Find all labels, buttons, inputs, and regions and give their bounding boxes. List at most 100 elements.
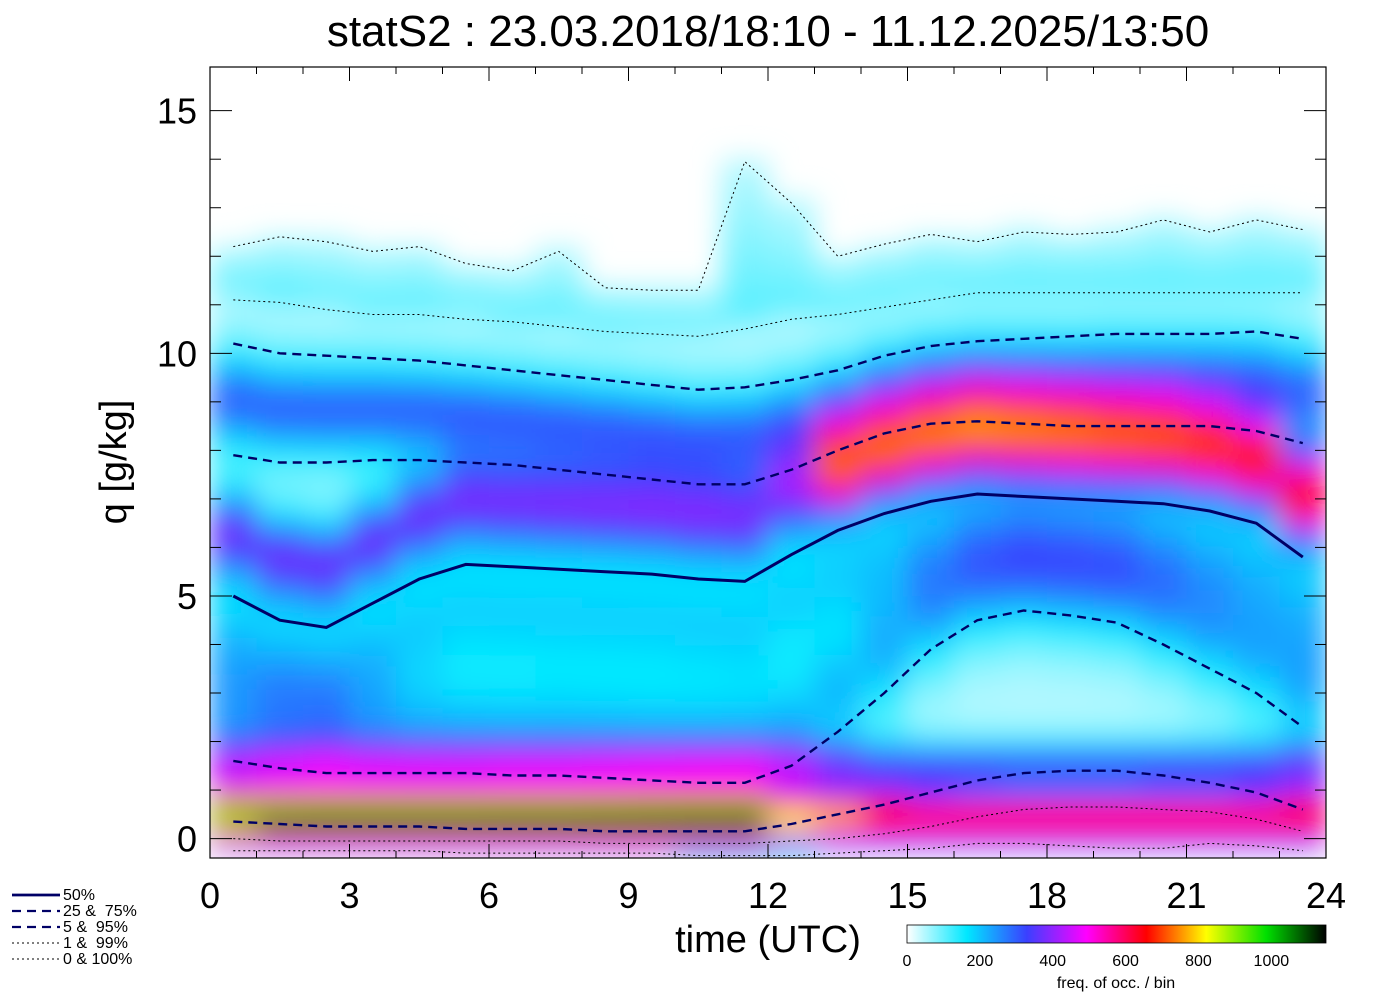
heatmap-cell (861, 440, 909, 452)
heatmap-cell (861, 547, 909, 559)
heatmap-cell (721, 256, 769, 267)
heatmap-cell (814, 596, 862, 607)
heatmap-cell (814, 693, 862, 704)
heatmap-cell (1233, 596, 1281, 607)
heatmap-cell (721, 392, 769, 403)
heatmap-cell (768, 751, 816, 762)
heatmap-cell (954, 314, 1002, 326)
heatmap-cell (675, 314, 723, 326)
heatmap-cell (256, 333, 304, 345)
heatmap-cell (1000, 790, 1048, 801)
heatmap-cell (721, 353, 769, 364)
heatmap-cell (1186, 372, 1234, 384)
heatmap-cell (535, 528, 583, 539)
heatmap-cell (582, 712, 630, 724)
heatmap-cell (1140, 363, 1188, 374)
heatmap-cell (1093, 673, 1141, 685)
heatmap-cell (535, 401, 583, 413)
heatmap-cell (628, 343, 676, 355)
heatmap-cell (1279, 266, 1326, 277)
heatmap-cell (210, 275, 258, 287)
heatmap-cell (349, 401, 397, 413)
heatmap-cell (1140, 469, 1188, 481)
heatmap-cell (349, 333, 397, 345)
heatmap-cell (907, 605, 955, 617)
heatmap-cell (1140, 663, 1188, 675)
heatmap-cell (675, 440, 723, 452)
heatmap-cell (582, 731, 630, 743)
heatmap-cell (814, 741, 862, 753)
series-line-99pct (233, 292, 1303, 337)
legend-entry: 25 & 75% (63, 903, 137, 920)
heatmap-cell (768, 236, 816, 248)
heatmap-cell (303, 498, 351, 510)
heatmap-cell (954, 498, 1002, 510)
heatmap-cell (442, 673, 490, 685)
heatmap-cell (1000, 460, 1048, 471)
heatmap-cell (489, 790, 537, 801)
heatmap-cell (768, 217, 816, 229)
heatmap-cell (954, 799, 1002, 811)
heatmap-cell (442, 479, 490, 491)
heatmap-cell (721, 663, 769, 675)
heatmap-cell (1186, 790, 1234, 801)
heatmap-cell (210, 693, 258, 704)
heatmap-cell (1093, 256, 1141, 267)
heatmap-cell (442, 431, 490, 442)
x-tick-label: 12 (748, 875, 788, 916)
heatmap-cell (442, 333, 490, 345)
heatmap-cell (861, 411, 909, 423)
heatmap-cell (489, 693, 537, 704)
heatmap-cell (535, 537, 583, 549)
heatmap-cell (1047, 654, 1095, 665)
heatmap-cell (489, 596, 537, 607)
heatmap-cell (349, 363, 397, 374)
heatmap-cell (1233, 324, 1281, 335)
heatmap-cell (1047, 663, 1095, 675)
heatmap-cell (907, 343, 955, 355)
heatmap-cell (1093, 372, 1141, 384)
heatmap-cell (768, 770, 816, 782)
heatmap-cell (349, 557, 397, 568)
heatmap-cell (675, 469, 723, 481)
heatmap-cell (907, 693, 955, 704)
heatmap-cell (721, 372, 769, 384)
heatmap-cell (442, 644, 490, 656)
heatmap-cell (396, 518, 444, 529)
heatmap-cell (256, 596, 304, 607)
heatmap-cell (489, 266, 537, 277)
heatmap-cell (954, 828, 1002, 840)
heatmap-cell (628, 663, 676, 675)
heatmap-cell (1000, 799, 1048, 811)
heatmap-cell (675, 576, 723, 588)
heatmap-cell (396, 382, 444, 394)
heatmap-cell (721, 450, 769, 462)
heatmap-cell (1233, 576, 1281, 588)
heatmap-cell (768, 712, 816, 724)
heatmap-cell (1140, 275, 1188, 287)
heatmap-cell (628, 304, 676, 316)
heatmap-cell (489, 392, 537, 403)
heatmap-cell (489, 314, 537, 326)
heatmap-cell (582, 819, 630, 830)
heatmap-cell (396, 586, 444, 597)
heatmap-cell (1140, 431, 1188, 442)
heatmap-cell (1047, 557, 1095, 568)
heatmap-cell (349, 790, 397, 801)
heatmap-cell (1093, 819, 1141, 830)
heatmap-cell (489, 343, 537, 355)
heatmap-cell (442, 508, 490, 520)
heatmap-cell (1186, 683, 1234, 694)
heatmap-cell (396, 547, 444, 559)
heatmap-cell (1233, 508, 1281, 520)
heatmap-cell (1279, 576, 1326, 588)
heatmap-cell (1140, 460, 1188, 471)
heatmap-cell (396, 615, 444, 627)
heatmap-cell (535, 518, 583, 529)
heatmap-cell (210, 663, 258, 675)
heatmap-cell (489, 363, 537, 374)
heatmap-cell (1279, 489, 1326, 500)
heatmap-cell (1047, 537, 1095, 549)
heatmap-cell (907, 372, 955, 384)
heatmap-cell (1140, 266, 1188, 277)
